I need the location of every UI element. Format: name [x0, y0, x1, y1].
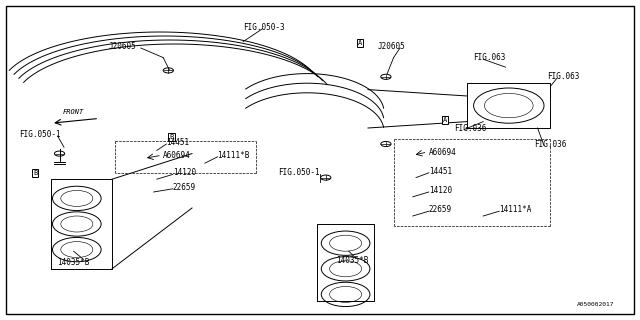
- Text: FIG.063: FIG.063: [547, 72, 580, 81]
- Text: FIG.050-1: FIG.050-1: [278, 168, 320, 177]
- Circle shape: [54, 151, 65, 156]
- Text: 14120: 14120: [173, 168, 196, 177]
- Text: J20605: J20605: [109, 42, 136, 51]
- Text: A60694: A60694: [429, 148, 456, 156]
- Circle shape: [321, 175, 331, 180]
- Text: 14451: 14451: [429, 167, 452, 176]
- Text: B: B: [170, 134, 173, 140]
- Circle shape: [163, 68, 173, 73]
- Text: 14451: 14451: [166, 138, 189, 147]
- Text: FIG.050-3: FIG.050-3: [243, 23, 285, 32]
- Text: B: B: [33, 170, 37, 176]
- Text: FIG.063: FIG.063: [474, 53, 506, 62]
- Text: A050002017: A050002017: [577, 302, 614, 307]
- Text: FIG.036: FIG.036: [454, 124, 487, 132]
- Text: FIG.050-1: FIG.050-1: [19, 130, 61, 139]
- Text: A: A: [358, 40, 362, 46]
- Text: 14111*A: 14111*A: [499, 205, 532, 214]
- Text: 14111*B: 14111*B: [218, 151, 250, 160]
- Text: 14035*B: 14035*B: [336, 256, 369, 265]
- Text: 22659: 22659: [429, 205, 452, 214]
- Text: 14120: 14120: [429, 186, 452, 195]
- Text: FIG.036: FIG.036: [534, 140, 567, 148]
- Text: A60694: A60694: [163, 151, 191, 160]
- Text: 14035*B: 14035*B: [58, 258, 90, 267]
- Circle shape: [381, 74, 391, 79]
- Text: 22659: 22659: [173, 183, 196, 192]
- Circle shape: [381, 141, 391, 147]
- Text: A: A: [443, 117, 447, 123]
- Text: J20605: J20605: [378, 42, 405, 51]
- Text: FRONT: FRONT: [63, 109, 84, 115]
